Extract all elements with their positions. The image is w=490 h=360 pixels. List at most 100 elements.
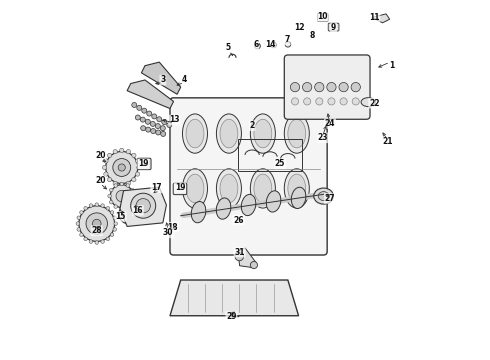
Circle shape (131, 193, 156, 218)
Circle shape (141, 126, 146, 131)
Text: 15: 15 (116, 212, 126, 221)
FancyBboxPatch shape (328, 23, 339, 31)
Circle shape (86, 213, 107, 234)
Circle shape (109, 188, 113, 192)
Circle shape (140, 117, 146, 122)
Ellipse shape (284, 169, 309, 208)
Circle shape (150, 121, 155, 126)
Circle shape (104, 159, 108, 163)
Ellipse shape (254, 174, 272, 203)
Circle shape (101, 240, 104, 243)
Text: 20: 20 (95, 151, 105, 160)
FancyBboxPatch shape (173, 183, 187, 195)
Circle shape (152, 114, 157, 119)
Circle shape (157, 117, 162, 122)
Circle shape (130, 188, 134, 192)
Text: 30: 30 (163, 228, 173, 237)
Circle shape (126, 184, 130, 187)
Circle shape (106, 207, 110, 210)
Circle shape (270, 42, 276, 48)
Circle shape (119, 204, 139, 224)
Circle shape (151, 129, 156, 134)
Text: 21: 21 (382, 137, 392, 146)
Circle shape (135, 172, 140, 176)
Text: 17: 17 (151, 183, 162, 192)
Circle shape (136, 199, 150, 213)
Ellipse shape (318, 192, 329, 201)
Ellipse shape (284, 114, 309, 153)
Text: 16: 16 (133, 206, 143, 215)
Ellipse shape (361, 98, 375, 107)
Text: 8: 8 (310, 31, 315, 40)
Circle shape (104, 172, 108, 176)
Circle shape (147, 111, 152, 116)
Circle shape (108, 194, 111, 198)
Text: 28: 28 (92, 226, 102, 235)
Circle shape (235, 252, 244, 261)
Circle shape (107, 177, 112, 182)
Circle shape (146, 119, 150, 124)
Circle shape (102, 165, 107, 170)
Ellipse shape (254, 119, 272, 148)
Ellipse shape (241, 194, 256, 216)
Circle shape (167, 122, 172, 127)
Text: 12: 12 (294, 23, 305, 32)
Circle shape (132, 153, 136, 158)
Circle shape (132, 194, 136, 198)
Circle shape (110, 185, 133, 207)
Circle shape (113, 158, 131, 176)
Circle shape (292, 98, 298, 105)
Circle shape (93, 219, 101, 228)
Circle shape (302, 82, 312, 92)
Circle shape (89, 240, 93, 243)
Circle shape (80, 211, 83, 214)
FancyArrowPatch shape (183, 195, 321, 215)
Circle shape (116, 190, 127, 202)
Ellipse shape (288, 174, 306, 203)
Text: 10: 10 (318, 12, 328, 21)
Text: 9: 9 (331, 23, 336, 32)
Circle shape (155, 123, 160, 129)
Ellipse shape (186, 119, 204, 148)
Circle shape (250, 261, 258, 269)
Bar (238, 139, 302, 171)
Circle shape (84, 237, 87, 241)
Circle shape (328, 98, 335, 105)
Circle shape (106, 237, 110, 241)
Polygon shape (120, 187, 167, 226)
Text: 29: 29 (226, 312, 237, 321)
Ellipse shape (217, 169, 242, 208)
Ellipse shape (217, 114, 242, 153)
Ellipse shape (250, 169, 275, 208)
Circle shape (340, 98, 347, 105)
Ellipse shape (314, 188, 333, 204)
Text: 11: 11 (369, 13, 380, 22)
Circle shape (161, 131, 166, 136)
Circle shape (101, 204, 104, 207)
Circle shape (106, 152, 138, 184)
Circle shape (118, 164, 125, 171)
Circle shape (79, 206, 115, 242)
Ellipse shape (220, 119, 238, 148)
Circle shape (110, 211, 114, 214)
Circle shape (114, 205, 118, 208)
Ellipse shape (292, 187, 306, 208)
Text: 2: 2 (249, 121, 255, 130)
Circle shape (113, 228, 117, 231)
Ellipse shape (220, 174, 238, 203)
Circle shape (95, 203, 98, 206)
Polygon shape (238, 248, 256, 267)
Circle shape (162, 120, 167, 125)
Ellipse shape (186, 174, 204, 203)
Circle shape (120, 182, 123, 186)
Circle shape (304, 98, 311, 105)
FancyBboxPatch shape (138, 158, 151, 170)
Circle shape (123, 208, 134, 219)
Circle shape (84, 207, 87, 210)
Circle shape (77, 228, 80, 231)
Circle shape (109, 201, 113, 204)
Polygon shape (372, 14, 390, 23)
Circle shape (132, 177, 136, 182)
Text: 23: 23 (318, 133, 328, 142)
Circle shape (120, 183, 124, 187)
